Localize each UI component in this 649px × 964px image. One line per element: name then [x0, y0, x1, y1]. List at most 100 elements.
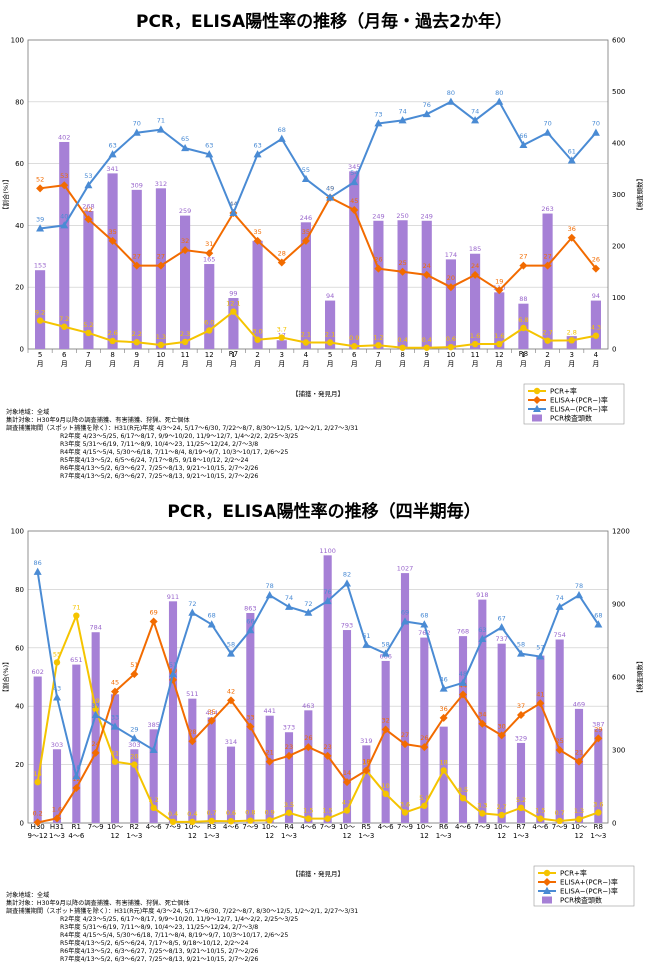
x-tick-label: 11 月	[181, 351, 190, 368]
point-elisa-negative	[246, 626, 255, 634]
point-label-pcr-positive: 0.7	[206, 809, 216, 817]
x-tick-label: 10～ 12	[107, 823, 123, 840]
point-elisa-negative	[205, 150, 214, 158]
point-label-elisa-positive: 18	[362, 757, 370, 765]
x-tick-line: 4～6	[68, 832, 84, 840]
bar-pcr-tests	[470, 253, 481, 349]
point-elisa-negative	[84, 181, 93, 189]
x-tick-line: 12	[495, 351, 504, 359]
x-tick-label: R1 4～6	[68, 823, 84, 840]
y2-tick-label: 300	[612, 747, 625, 755]
line-pcr-positive	[39, 310, 597, 349]
bar-value-label: 345	[348, 163, 360, 171]
point-elisa-positive	[478, 719, 487, 728]
point-elisa-negative	[181, 143, 190, 152]
x-tick-label: 7～9	[165, 823, 181, 831]
point-elisa-negative	[33, 567, 42, 575]
legend-label: PCR検査頭数	[550, 414, 592, 423]
point-label-elisa-positive: 37	[517, 702, 525, 710]
quarterly-chart: 0 20 40 60 80 100 0 300 600 900 1200 【割合(%)】 【検査頭数】 6…	[1, 528, 644, 964]
legend-label: ELISA−(PCR−)率	[550, 405, 608, 414]
bar-pcr-tests	[188, 698, 197, 823]
point-elisa-negative	[398, 116, 407, 124]
point-label-elisa-negative: 43	[53, 684, 61, 692]
bar-pcr-tests	[536, 655, 545, 823]
point-label-pcr-positive: 3.6	[593, 800, 603, 808]
point-label-elisa-positive: 49	[326, 185, 334, 193]
point-elisa-positive	[422, 270, 431, 279]
x-tick-label: R8 1～3	[590, 823, 606, 840]
bar-value-label: 373	[283, 724, 295, 732]
x-tick-line: 1～3	[436, 832, 452, 840]
point-label-elisa-negative: 68	[594, 611, 602, 619]
point-label-elisa-positive: 34	[478, 711, 486, 719]
point-label-elisa-positive: 32	[382, 717, 390, 725]
bar-pcr-tests	[323, 555, 332, 823]
x-tick-line: 4～6	[146, 823, 162, 831]
point-label-pcr-positive: 39	[92, 697, 100, 705]
legend-label: ELISA+(PCR−)率	[550, 396, 608, 405]
bar-pcr-tests	[478, 599, 487, 823]
x-tick-line: 12	[265, 832, 274, 840]
bar-pcr-tests	[342, 630, 352, 823]
point-label-elisa-positive: 26	[374, 256, 382, 264]
legend-marker	[543, 886, 551, 894]
bar-value-label: 246	[300, 214, 312, 222]
point-elisa-positive	[439, 713, 448, 722]
point-label-elisa-negative: 61	[362, 632, 370, 640]
point-label-elisa-negative: 57	[536, 644, 544, 652]
x-tick-label: R5 1～3	[358, 823, 374, 840]
point-label-pcr-positive: 21	[111, 750, 119, 758]
x-axis-title: 【捕獲・発見月】	[292, 869, 344, 878]
point-label-elisa-negative: 70	[133, 120, 141, 128]
point-label-pcr-positive: 3.6	[400, 800, 410, 808]
point-pcr-positive	[517, 804, 525, 812]
point-elisa-positive	[543, 261, 552, 270]
bar-value-label: 259	[179, 207, 191, 215]
x-tick-line: 月	[254, 360, 261, 368]
point-elisa-negative	[420, 620, 429, 628]
point-elisa-positive	[227, 696, 235, 705]
bar-value-label: 754	[553, 631, 565, 639]
bar-pcr-tests	[204, 264, 215, 349]
x-tick-line: H31	[50, 823, 64, 831]
y2-tick-label: 1200	[612, 528, 630, 536]
point-elisa-negative	[362, 640, 371, 648]
x-tick-label: 4～6	[146, 823, 162, 831]
bar-pcr-tests	[168, 601, 178, 823]
point-label-pcr-positive: 2.6	[107, 329, 117, 337]
x-tick-label: 10 月	[446, 351, 455, 368]
point-label-elisa-negative: 69	[401, 609, 409, 617]
bar-pcr-tests	[516, 742, 526, 823]
bar-pcr-tests	[33, 676, 42, 823]
point-pcr-positive	[324, 815, 331, 822]
point-label-elisa-negative: 63	[205, 141, 213, 149]
bar-pcr-tests	[445, 259, 456, 349]
point-elisa-negative	[130, 734, 139, 742]
x-tick-label: 4～6	[378, 823, 394, 831]
point-label-elisa-positive: 36	[440, 705, 448, 713]
point-label-elisa-negative: 46	[440, 676, 448, 684]
point-label-pcr-positive: 1.5	[535, 807, 545, 815]
bar-value-label: 303	[128, 741, 140, 749]
point-label-elisa-positive: 27	[401, 731, 409, 739]
point-pcr-positive	[189, 818, 196, 826]
x-tick-line: 1～3	[204, 832, 220, 840]
x-axis-title: 【捕獲・発見月】	[292, 389, 344, 398]
note-line: 集計対象：H30年9月以降の調査捕獲、有害捕獲、狩猟、死亡個体	[6, 899, 190, 907]
point-elisa-negative	[446, 97, 455, 105]
bar-pcr-tests	[59, 141, 70, 349]
point-elisa-negative	[575, 591, 583, 599]
legend-marker	[543, 869, 551, 877]
note-line: R7年度4/13～5/2, 6/3～6/27, 7/25～8/13, 9/21～…	[60, 472, 258, 480]
bar-pcr-tests	[349, 171, 360, 349]
point-label-elisa-negative: 63	[253, 141, 261, 149]
point-label-elisa-negative: 44	[229, 200, 237, 208]
point-label-elisa-negative: 40	[60, 212, 68, 220]
bar-value-label: 341	[106, 165, 118, 173]
bar-pcr-tests	[555, 639, 564, 823]
point-label-elisa-negative: 80	[447, 89, 455, 97]
